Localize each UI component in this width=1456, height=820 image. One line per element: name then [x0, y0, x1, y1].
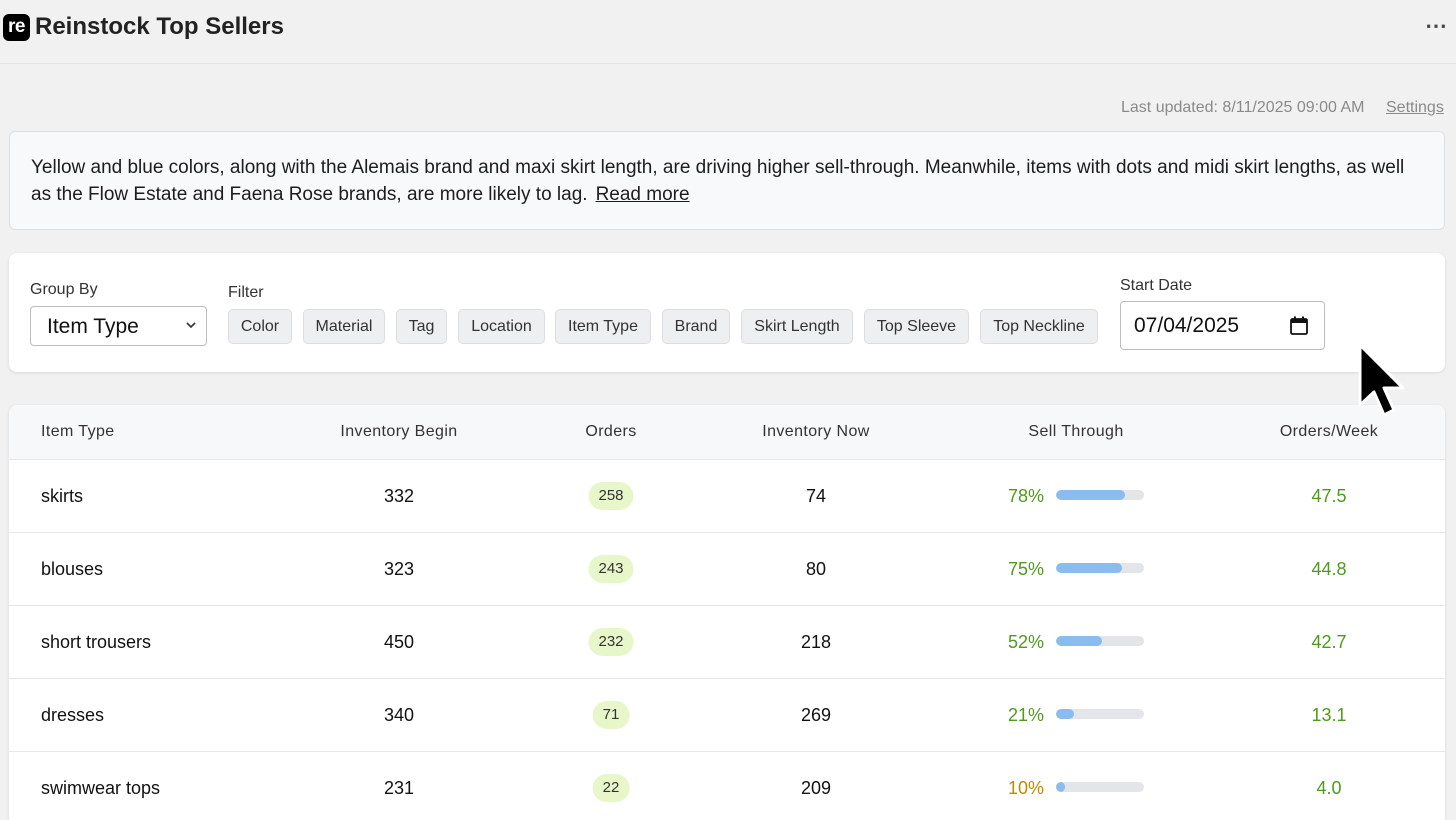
start-date-input[interactable]: 07/04/2025 [1120, 301, 1325, 350]
filter-chip-material[interactable]: Material [303, 309, 385, 344]
inventory-now-cell: 80 [805, 559, 827, 579]
orders-per-week-cell: 47.5 [1311, 486, 1347, 506]
table-row[interactable]: skirts 332 258 74 78% 47.5 [9, 460, 1445, 533]
item-type-cell: swimwear tops [41, 778, 161, 798]
filter-chip-item-type[interactable]: Item Type [555, 309, 651, 344]
sell-through-percent: 52% [1008, 632, 1045, 652]
table-header: Item Type Inventory Begin Orders Invento… [9, 405, 1445, 460]
orders-per-week-cell: 13.1 [1311, 705, 1347, 725]
more-menu-icon[interactable]: ⋯ [1425, 13, 1447, 38]
orders-badge: 243 [588, 555, 634, 583]
table-row[interactable]: short trousers 450 232 218 52% 42.7 [9, 606, 1445, 679]
item-type-cell: skirts [41, 486, 83, 506]
inventory-begin-cell: 450 [383, 632, 415, 652]
sell-through-bar [1056, 709, 1144, 719]
start-date-label: Start Date [1120, 277, 1193, 294]
orders-badge: 71 [592, 701, 630, 729]
table-row[interactable]: swimwear tops 231 22 209 10% 4.0 [9, 752, 1445, 820]
inventory-begin-cell: 340 [383, 705, 415, 725]
col-inventory-begin[interactable]: Inventory Begin [340, 423, 458, 440]
item-type-cell: short trousers [41, 632, 152, 652]
app-title: Reinstock Top Sellers [35, 13, 284, 40]
filter-panel: Group By Item Type Filter Color Material… [9, 253, 1445, 372]
orders-per-week-cell: 42.7 [1311, 632, 1347, 652]
insight-banner: Yellow and blue colors, along with the A… [9, 131, 1445, 230]
insight-text: Yellow and blue colors, along with the A… [31, 157, 1405, 205]
inventory-now-cell: 218 [800, 632, 832, 652]
sell-through-percent: 78% [1008, 486, 1045, 506]
sell-through-percent: 10% [1008, 778, 1045, 798]
last-updated-text: Last updated: 8/11/2025 09:00 AM [1121, 99, 1365, 116]
orders-per-week-cell: 44.8 [1311, 559, 1347, 579]
calendar-icon[interactable] [1290, 316, 1308, 335]
inventory-now-cell: 269 [800, 705, 832, 725]
sell-through-bar [1056, 490, 1144, 500]
col-orders-per-week[interactable]: Orders/Week [1279, 423, 1379, 440]
settings-link[interactable]: Settings [1386, 99, 1444, 116]
col-orders[interactable]: Orders [585, 423, 637, 440]
start-date-value: 07/04/2025 [1134, 314, 1240, 337]
sell-through-bar-fill [1056, 563, 1122, 573]
group-by-label: Group By [30, 281, 98, 298]
chevron-down-icon [186, 322, 196, 329]
group-by-value: Item Type [47, 315, 139, 338]
item-type-cell: dresses [41, 705, 105, 725]
inventory-begin-cell: 332 [383, 486, 415, 506]
filter-chip-top-neckline[interactable]: Top Neckline [980, 309, 1098, 344]
sell-through-bar-fill [1056, 782, 1065, 792]
table-row[interactable]: blouses 323 243 80 75% 44.8 [9, 533, 1445, 606]
read-more-link[interactable]: Read more [595, 184, 690, 205]
sell-through-bar-fill [1056, 490, 1125, 500]
sell-through-bar-fill [1056, 709, 1075, 719]
filter-chip-top-sleeve[interactable]: Top Sleeve [864, 309, 969, 344]
orders-per-week-cell: 4.0 [1316, 778, 1342, 798]
sell-through-bar-fill [1056, 636, 1102, 646]
col-inventory-now[interactable]: Inventory Now [762, 423, 870, 440]
sell-through-bar [1056, 782, 1144, 792]
inventory-begin-cell: 231 [383, 778, 415, 798]
filter-chip-color[interactable]: Color [228, 309, 292, 344]
inventory-now-cell: 209 [800, 778, 832, 798]
filter-chip-location[interactable]: Location [458, 309, 545, 344]
col-item-type[interactable]: Item Type [41, 423, 115, 440]
sell-through-bar [1056, 563, 1144, 573]
orders-badge: 232 [588, 628, 634, 656]
sell-through-bar [1056, 636, 1144, 646]
app-logo: re [3, 14, 30, 41]
table-row[interactable]: dresses 340 71 269 21% 13.1 [9, 679, 1445, 752]
sell-through-percent: 21% [1008, 705, 1045, 725]
orders-badge: 258 [588, 482, 634, 510]
inventory-begin-cell: 323 [383, 559, 415, 579]
filter-label: Filter [228, 284, 264, 301]
app-header: re Reinstock Top Sellers ⋯ [0, 0, 1456, 64]
filter-chip-tag[interactable]: Tag [396, 309, 447, 344]
filter-chip-skirt-length[interactable]: Skirt Length [741, 309, 853, 344]
inventory-now-cell: 74 [805, 486, 827, 506]
item-type-cell: blouses [41, 559, 104, 579]
col-sell-through[interactable]: Sell Through [1028, 423, 1124, 440]
sell-through-percent: 75% [1008, 559, 1045, 579]
group-by-select[interactable]: Item Type [30, 306, 207, 346]
orders-badge: 22 [592, 774, 630, 802]
top-sellers-table: Item Type Inventory Begin Orders Invento… [9, 405, 1445, 820]
filter-chip-brand[interactable]: Brand [662, 309, 730, 344]
